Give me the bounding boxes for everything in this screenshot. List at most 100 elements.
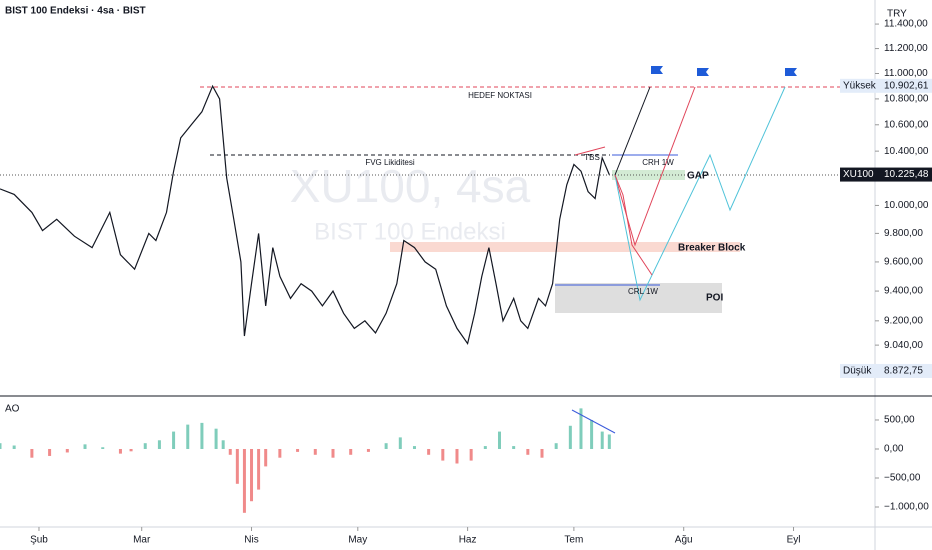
x-tick-label: Şub bbox=[30, 535, 48, 546]
y-tick-label: 9.800,00 bbox=[884, 228, 923, 239]
y-tick-label: −1.000,00 bbox=[884, 502, 929, 513]
ao-bar bbox=[441, 448, 445, 461]
price-label-box bbox=[840, 167, 932, 182]
ao-divergence bbox=[571, 409, 616, 434]
ao-bar bbox=[568, 425, 572, 449]
watermark: BIST 100 Endeksi bbox=[314, 218, 506, 245]
currency: TRY bbox=[887, 9, 907, 20]
ao-bar bbox=[579, 408, 583, 449]
ao-bar bbox=[12, 445, 16, 449]
annotation: CRH 1W bbox=[642, 158, 674, 167]
annotation: FVG Likiditesi bbox=[365, 158, 415, 167]
ao-bar bbox=[221, 440, 225, 449]
x-tick-label: Eyl bbox=[787, 535, 801, 546]
ao-bar bbox=[235, 448, 239, 484]
ao-bar bbox=[554, 443, 558, 449]
ao-bar bbox=[331, 448, 335, 458]
price-label-value: 10.902,61 bbox=[884, 80, 929, 91]
ao-bar bbox=[483, 446, 487, 449]
chart-title: BIST 100 Endeksi · 4sa · BIST bbox=[5, 6, 146, 17]
price-label-name: Düşük bbox=[843, 366, 872, 377]
ao-bar bbox=[497, 431, 501, 449]
y-tick-label: 500,00 bbox=[884, 415, 915, 426]
tbs-line bbox=[574, 146, 606, 156]
ao-bar bbox=[427, 448, 431, 455]
y-tick-label: 10.600,00 bbox=[884, 119, 929, 130]
y-tick-label: 9.400,00 bbox=[884, 286, 923, 297]
ao-bar bbox=[296, 448, 300, 452]
ao-bar bbox=[526, 448, 530, 455]
ao-bar bbox=[384, 443, 388, 449]
watermark: XU100, 4sa bbox=[290, 160, 531, 212]
ao-bar bbox=[366, 448, 370, 452]
annotation: HEDEF NOKTASI bbox=[468, 91, 532, 100]
y-tick-label: 0,00 bbox=[884, 444, 904, 455]
ao-bar bbox=[264, 448, 268, 467]
ao-bar bbox=[412, 446, 416, 449]
annotation: Breaker Block bbox=[678, 243, 746, 254]
ao-bar bbox=[143, 443, 147, 449]
y-tick-label: 9.040,00 bbox=[884, 340, 923, 351]
annotation: TBS bbox=[584, 153, 600, 162]
x-tick-label: Nis bbox=[244, 535, 258, 546]
x-tick-label: Haz bbox=[459, 535, 477, 546]
ao-bar bbox=[455, 448, 459, 464]
price-label-name: XU100 bbox=[843, 169, 874, 180]
projection bbox=[614, 86, 651, 176]
price-label-name: Yüksek bbox=[843, 80, 877, 91]
ao-bar bbox=[0, 443, 2, 449]
ao-bar bbox=[600, 431, 604, 449]
y-tick-label: 11.000,00 bbox=[884, 68, 928, 79]
x-tick-label: Tem bbox=[564, 535, 583, 546]
ao-bar bbox=[278, 448, 282, 458]
price-label-value: 10.225,48 bbox=[884, 169, 929, 180]
x-tick-label: May bbox=[348, 535, 367, 546]
y-tick-label: 10.400,00 bbox=[884, 146, 929, 157]
ao-bar bbox=[172, 431, 176, 449]
annotation: POI bbox=[706, 293, 723, 304]
ao-bar bbox=[250, 448, 254, 502]
y-tick-label: 9.600,00 bbox=[884, 257, 923, 268]
x-tick-label: Mar bbox=[133, 535, 151, 546]
y-tick-label: 10.000,00 bbox=[884, 200, 929, 211]
ao-bar bbox=[30, 448, 34, 458]
y-tick-label: 11.200,00 bbox=[884, 43, 928, 54]
annotation: CRL 1W bbox=[628, 287, 658, 296]
ao-bar bbox=[157, 440, 161, 449]
ao-bar bbox=[48, 448, 52, 456]
y-tick-label: 11.400,00 bbox=[884, 19, 928, 30]
ao-bar bbox=[469, 448, 473, 461]
flags bbox=[651, 66, 797, 82]
annotation: GAP bbox=[687, 171, 709, 182]
ao-bar bbox=[186, 424, 190, 449]
projection bbox=[614, 86, 786, 302]
ao-bar bbox=[607, 434, 611, 449]
y-tick-label: 9.200,00 bbox=[884, 315, 923, 326]
ao-bar bbox=[83, 444, 87, 449]
ao-bar bbox=[214, 428, 218, 449]
price-label-value: 8.872,75 bbox=[884, 366, 923, 377]
price-line bbox=[0, 84, 610, 346]
y-tick-label: 10.800,00 bbox=[884, 94, 929, 105]
ao-bar bbox=[313, 448, 317, 455]
ao-bar bbox=[242, 448, 246, 513]
ao-bar bbox=[129, 448, 133, 452]
ao-bar bbox=[398, 437, 402, 449]
ao-bar bbox=[540, 448, 544, 458]
ao-bar bbox=[101, 447, 105, 449]
breaker-zone bbox=[390, 242, 740, 252]
y-tick-label: −500,00 bbox=[884, 473, 921, 484]
projection bbox=[614, 174, 653, 276]
price-label-box bbox=[840, 363, 932, 378]
poi-zone bbox=[555, 283, 722, 313]
ao-bar bbox=[200, 422, 204, 449]
price-label-box bbox=[840, 78, 932, 93]
ao-bar bbox=[512, 446, 516, 449]
projection bbox=[614, 86, 696, 247]
ao-bar bbox=[257, 448, 261, 490]
ao-bar bbox=[228, 448, 232, 455]
ao-bar bbox=[590, 419, 594, 449]
x-tick-label: Ağu bbox=[675, 535, 693, 546]
